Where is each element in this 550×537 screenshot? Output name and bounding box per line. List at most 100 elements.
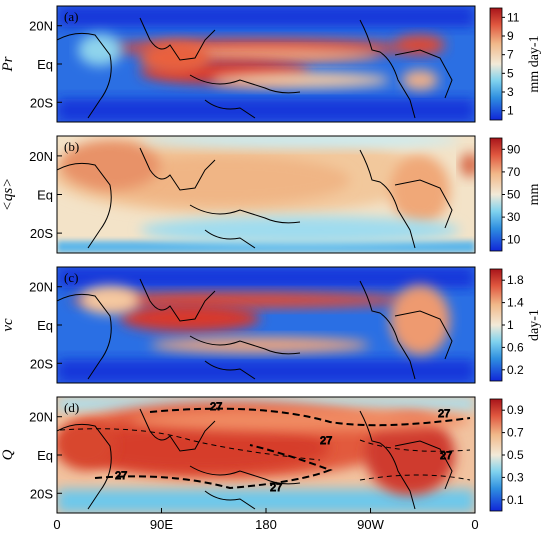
coastline bbox=[139, 147, 216, 191]
panel-label: (b) bbox=[64, 139, 79, 154]
coastline bbox=[204, 229, 256, 249]
coastline bbox=[189, 204, 301, 224]
colorbar-tick-label: 0.3 bbox=[507, 470, 524, 484]
coastline bbox=[359, 149, 416, 249]
coastline bbox=[394, 440, 453, 490]
coastlines bbox=[57, 147, 453, 249]
field-blob bbox=[395, 35, 445, 55]
coastline bbox=[359, 410, 416, 510]
field-blob bbox=[80, 286, 140, 314]
colorbar bbox=[489, 137, 503, 252]
coastline bbox=[139, 408, 216, 452]
colorbar-tick-label: 30 bbox=[507, 210, 521, 224]
panel-label: (c) bbox=[64, 270, 78, 285]
coastline bbox=[139, 17, 216, 61]
coastlines bbox=[57, 17, 453, 119]
panel-label: (d) bbox=[64, 400, 79, 415]
high-lat-low bbox=[57, 6, 475, 27]
panel-label: (a) bbox=[64, 9, 78, 24]
contour-line bbox=[359, 474, 471, 481]
coastline bbox=[394, 310, 453, 360]
map-field-2 bbox=[57, 136, 475, 253]
coastline bbox=[57, 293, 112, 380]
colorbar bbox=[489, 398, 503, 512]
field-blob bbox=[70, 292, 410, 308]
field-blob bbox=[120, 304, 260, 332]
coastline bbox=[204, 490, 256, 510]
field-blob bbox=[140, 216, 460, 244]
colorbar-tick-label: 10 bbox=[507, 233, 521, 247]
contour-label: 27 bbox=[210, 401, 222, 413]
colorbar-tick-label: 50 bbox=[507, 188, 521, 202]
panel-ylabel: <qs> bbox=[0, 178, 16, 212]
panel-2: (b) 20N Eq 20S <qs> 10 30 50 70 90 mm bbox=[0, 135, 542, 254]
field-blob bbox=[390, 155, 450, 225]
coastlines bbox=[57, 408, 453, 510]
y-tick-label: 20N bbox=[29, 280, 53, 295]
y-tick-label: 20N bbox=[29, 19, 53, 34]
coastline bbox=[189, 465, 301, 485]
contour-label: 27 bbox=[115, 470, 127, 482]
contour-label: 27 bbox=[438, 408, 450, 420]
panel-ylabel: Pr bbox=[0, 56, 16, 72]
colorbar-tick-label: 5 bbox=[507, 66, 514, 80]
map-field-3 bbox=[57, 267, 475, 383]
x-axis: 0 90E 180 90W 0 bbox=[53, 508, 479, 532]
field-blob bbox=[140, 42, 210, 74]
colorbar-tick-label: 1.4 bbox=[507, 296, 524, 310]
y-tick-label: 20N bbox=[29, 149, 53, 164]
colorbar-unit: mm bbox=[527, 184, 542, 206]
colorbar-unit: day-1 bbox=[527, 309, 542, 341]
coastline bbox=[189, 335, 301, 355]
y-tick-label: 20N bbox=[29, 410, 53, 425]
coastlines bbox=[57, 278, 453, 380]
field-blob bbox=[140, 136, 460, 148]
colorbar-tick-label: 1 bbox=[507, 318, 514, 332]
panel-1: (a) 20N Eq 20S Pr 1 3 5 7 9 11 mm day-1 bbox=[0, 5, 542, 123]
y-tick-label: 20S bbox=[30, 226, 53, 241]
field-blob bbox=[70, 423, 330, 473]
colorbar-tick-label: 1.8 bbox=[507, 273, 524, 287]
coastline bbox=[57, 423, 112, 510]
map-field-1 bbox=[57, 6, 475, 122]
colorbar-tick-label: 0.2 bbox=[507, 363, 524, 377]
x-tick-label: 180 bbox=[255, 517, 277, 532]
field-blob bbox=[210, 72, 390, 88]
coastline bbox=[57, 162, 112, 249]
field-blob bbox=[130, 408, 470, 432]
field-blob bbox=[460, 153, 475, 177]
colorbar-tick-label: 7 bbox=[507, 48, 514, 62]
colorbar-tick-label: 0.9 bbox=[507, 403, 524, 417]
colorbar-tick-label: 3 bbox=[507, 85, 514, 99]
colorbar bbox=[489, 7, 503, 121]
coastline bbox=[204, 99, 256, 119]
coastline bbox=[359, 19, 416, 119]
y-tick-label: Eq bbox=[37, 188, 53, 203]
high-lat-low bbox=[57, 98, 475, 122]
colorbar-tick-label: 70 bbox=[507, 165, 521, 179]
coastline bbox=[359, 280, 416, 380]
contour-line bbox=[149, 407, 471, 427]
field-blob bbox=[402, 70, 438, 90]
field-blob bbox=[390, 285, 450, 355]
colorbar-tick-label: 0.1 bbox=[507, 493, 524, 507]
field-blob bbox=[150, 337, 370, 353]
coastline bbox=[189, 74, 301, 94]
field-blob bbox=[160, 48, 380, 62]
coastline bbox=[394, 49, 453, 99]
colorbar-tick-label: 90 bbox=[507, 142, 521, 156]
coastline bbox=[204, 360, 256, 380]
map-field-4: 27 27 27 27 27 27 bbox=[57, 397, 475, 513]
colorbar-tick-label: 0.7 bbox=[507, 426, 524, 440]
x-tick-label: 0 bbox=[53, 517, 60, 532]
colorbar-tick-label: 0.5 bbox=[507, 448, 524, 462]
contour-line bbox=[359, 439, 471, 452]
colorbar-unit: mm day-1 bbox=[527, 35, 542, 92]
panel-ylabel: vc bbox=[0, 318, 16, 332]
field-blob bbox=[78, 34, 122, 66]
panel-3: (c) 20N Eq 20S vc 0.2 0.6 1 1.4 1.8 day-1 bbox=[0, 266, 542, 384]
panel-4: 27 27 27 27 27 27 (d) 20N Eq 20S Q 0.1 0.3 0.5 0.7 0.9 bbox=[0, 396, 524, 514]
high-lat-low bbox=[57, 359, 475, 383]
y-tick-label: Eq bbox=[37, 57, 53, 72]
